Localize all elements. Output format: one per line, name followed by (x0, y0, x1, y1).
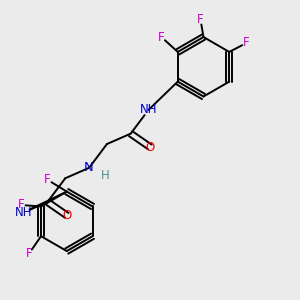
Text: N: N (84, 161, 94, 174)
Text: F: F (26, 247, 32, 260)
Text: O: O (146, 140, 154, 154)
Text: F: F (158, 31, 165, 44)
Text: NH: NH (140, 103, 157, 116)
Text: O: O (62, 209, 71, 222)
Text: F: F (197, 13, 204, 26)
Text: NH: NH (15, 206, 32, 219)
Text: F: F (17, 199, 24, 212)
Text: F: F (243, 37, 250, 50)
Text: F: F (44, 173, 51, 186)
Text: H: H (101, 169, 110, 182)
